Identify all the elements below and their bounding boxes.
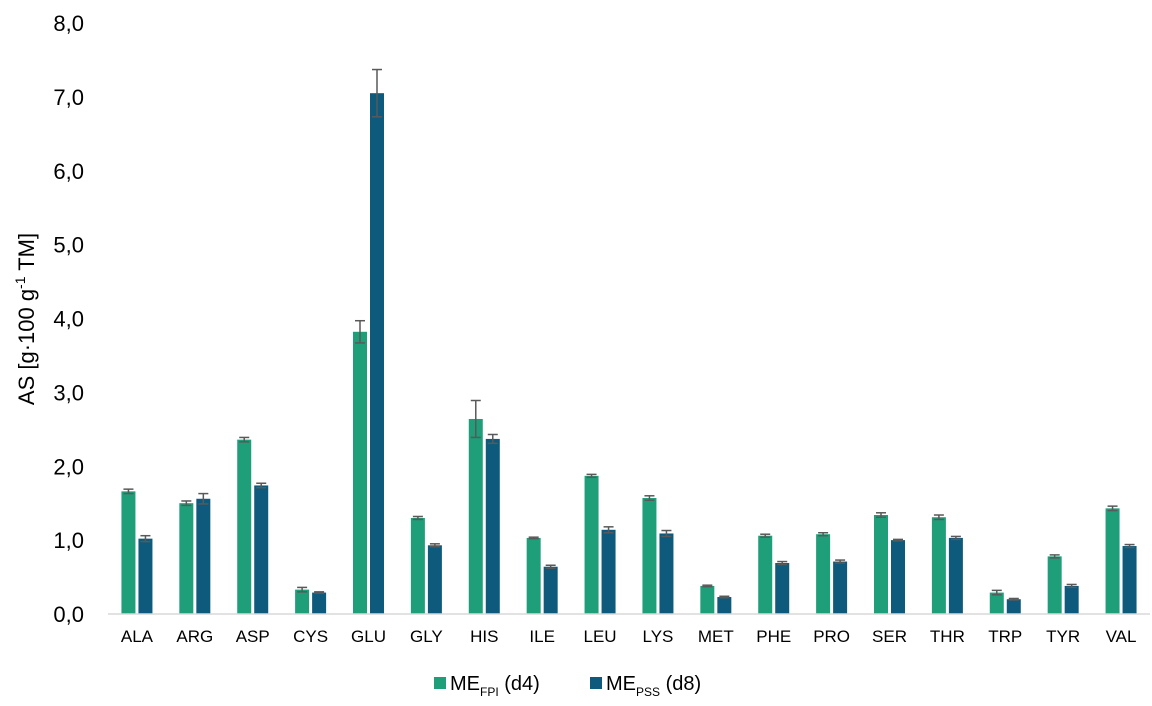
- bar-arg-series-2: [196, 498, 211, 614]
- y-tick-label: 0,0: [53, 602, 84, 627]
- legend-label-series-1: MEFPI (d4): [450, 673, 540, 699]
- x-tick-label: TYR: [1046, 627, 1080, 646]
- bar-cys-series-1: [295, 589, 310, 614]
- bar-lys-series-2: [659, 533, 674, 614]
- bar-asp-series-2: [254, 485, 269, 614]
- bar-leu-series-2: [601, 529, 616, 614]
- y-tick-label: 5,0: [53, 233, 84, 258]
- y-axis-title-unit: TM]: [14, 233, 39, 277]
- bar-ala-series-2: [138, 538, 153, 614]
- legend-label-main: ME: [450, 673, 480, 695]
- bar-met-series-1: [700, 585, 715, 614]
- y-tick-label: 4,0: [53, 307, 84, 332]
- bar-arg-series-1: [179, 503, 194, 614]
- bar-lys-series-1: [642, 498, 657, 614]
- bar-phe-series-1: [758, 535, 773, 614]
- bar-trp-series-2: [1006, 599, 1021, 614]
- bar-gly-series-1: [410, 517, 425, 614]
- x-tick-label: ILE: [529, 627, 555, 646]
- x-tick-label: THR: [930, 627, 965, 646]
- bar-pro-series-2: [833, 561, 848, 614]
- legend-swatch-series-1: [434, 677, 446, 689]
- x-tick-label: CYS: [293, 627, 328, 646]
- x-tick-label: PHE: [756, 627, 791, 646]
- x-tick-label: GLY: [410, 627, 443, 646]
- bar-glu-series-2: [370, 93, 384, 614]
- bar-val-series-1: [1105, 508, 1120, 614]
- bar-thr-series-1: [931, 517, 946, 614]
- x-tick-label: ALA: [121, 627, 154, 646]
- y-tick-label: 3,0: [53, 380, 84, 405]
- x-tick-label: SER: [872, 627, 907, 646]
- x-tick-label: MET: [698, 627, 734, 646]
- x-tick-label: GLU: [351, 627, 386, 646]
- bar-tyr-series-1: [1047, 556, 1062, 614]
- bar-trp-series-1: [989, 592, 1004, 614]
- legend-label-subscript: FPI: [480, 685, 499, 699]
- bar-glu-series-1: [353, 331, 367, 614]
- bar-tyr-series-2: [1064, 585, 1079, 614]
- y-tick-label: 8,0: [53, 11, 84, 36]
- x-tick-label: LYS: [643, 627, 674, 646]
- legend-label-suffix: (d4): [499, 673, 540, 695]
- bar-thr-series-2: [948, 537, 963, 614]
- x-tick-label: VAL: [1106, 627, 1137, 646]
- x-tick-label: ARG: [176, 627, 213, 646]
- y-axis-title-superscript: -1: [12, 276, 28, 289]
- bar-phe-series-2: [775, 563, 790, 614]
- bar-ile-series-1: [526, 537, 541, 614]
- x-tick-label: HIS: [470, 627, 498, 646]
- bar-ser-series-1: [874, 515, 888, 614]
- bar-leu-series-1: [584, 475, 599, 614]
- bar-his-series-2: [485, 438, 500, 614]
- x-tick-label: PRO: [813, 627, 850, 646]
- x-tick-label: LEU: [584, 627, 617, 646]
- bar-his-series-1: [468, 418, 483, 614]
- y-tick-label: 6,0: [53, 159, 84, 184]
- y-axis-title: AS [g·100 g-1 TM]: [12, 233, 39, 405]
- legend-label-main: ME: [606, 673, 636, 695]
- y-axis-title-main: AS [g·100 g: [14, 289, 39, 405]
- x-tick-label: TRP: [988, 627, 1022, 646]
- bar-asp-series-1: [237, 439, 252, 614]
- legend-swatch-series-2: [590, 677, 602, 689]
- bar-val-series-2: [1122, 546, 1137, 614]
- legend-label-suffix: (d8): [660, 673, 701, 695]
- y-tick-label: 2,0: [53, 454, 84, 479]
- legend-label-subscript: PSS: [636, 685, 660, 699]
- bar-pro-series-1: [816, 534, 831, 614]
- bar-ser-series-2: [891, 540, 905, 614]
- y-tick-label: 7,0: [53, 85, 84, 110]
- bar-ala-series-1: [121, 491, 136, 614]
- bar-met-series-2: [717, 597, 732, 614]
- y-tick-label: 1,0: [53, 528, 84, 553]
- bar-gly-series-2: [427, 545, 442, 614]
- bar-ile-series-2: [543, 566, 558, 614]
- bar-cys-series-2: [312, 592, 327, 614]
- x-tick-label: ASP: [236, 627, 270, 646]
- legend-label-series-2: MEPSS (d8): [606, 673, 701, 699]
